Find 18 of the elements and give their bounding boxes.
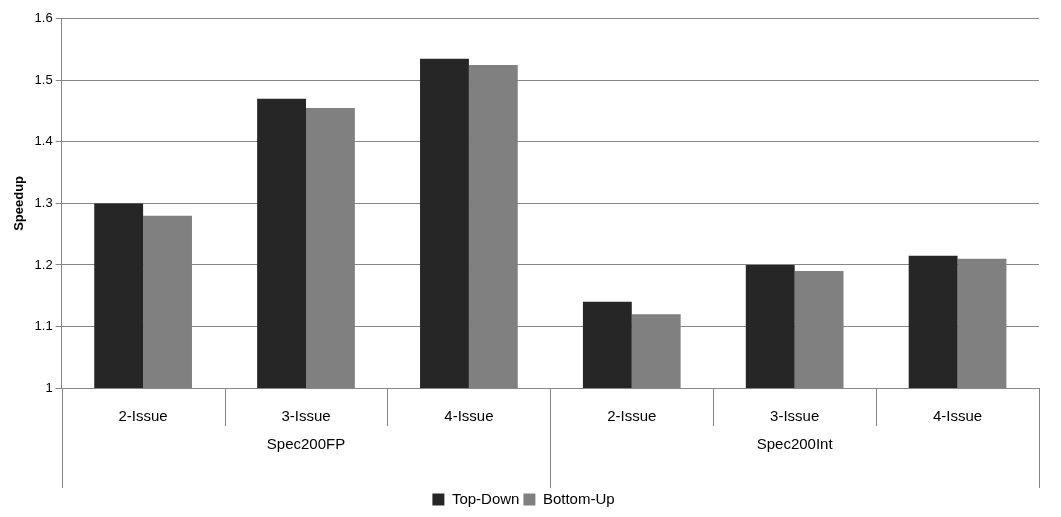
text: Spec200FP (266, 435, 346, 453)
legend-label: Bottom-Up (542, 489, 615, 507)
y-axis-title: Speedup (11, 175, 27, 231)
y-tick-label: 1.1 (34, 318, 53, 334)
y-tick-label: 1 (45, 379, 53, 395)
legend-label: Top-Down (451, 489, 520, 507)
y-tick-label: 1.2 (34, 256, 53, 272)
text: Spec200Int (756, 435, 834, 453)
x-tick-label: 2-Issue (607, 407, 657, 425)
y-tick-label: 1.3 (34, 194, 53, 210)
y-tick-label: 1.5 (34, 71, 53, 87)
x-tick-label: 4-Issue (444, 407, 494, 425)
x-tick-label: 3-Issue (770, 407, 820, 425)
x-tick-label: 4-Issue (932, 407, 983, 425)
x-tick-label: 3-Issue (281, 407, 331, 425)
x-tick-label: 2-Issue (118, 407, 168, 425)
y-tick-label: 1.6 (34, 10, 53, 26)
y-tick-label: 1.4 (34, 133, 53, 149)
